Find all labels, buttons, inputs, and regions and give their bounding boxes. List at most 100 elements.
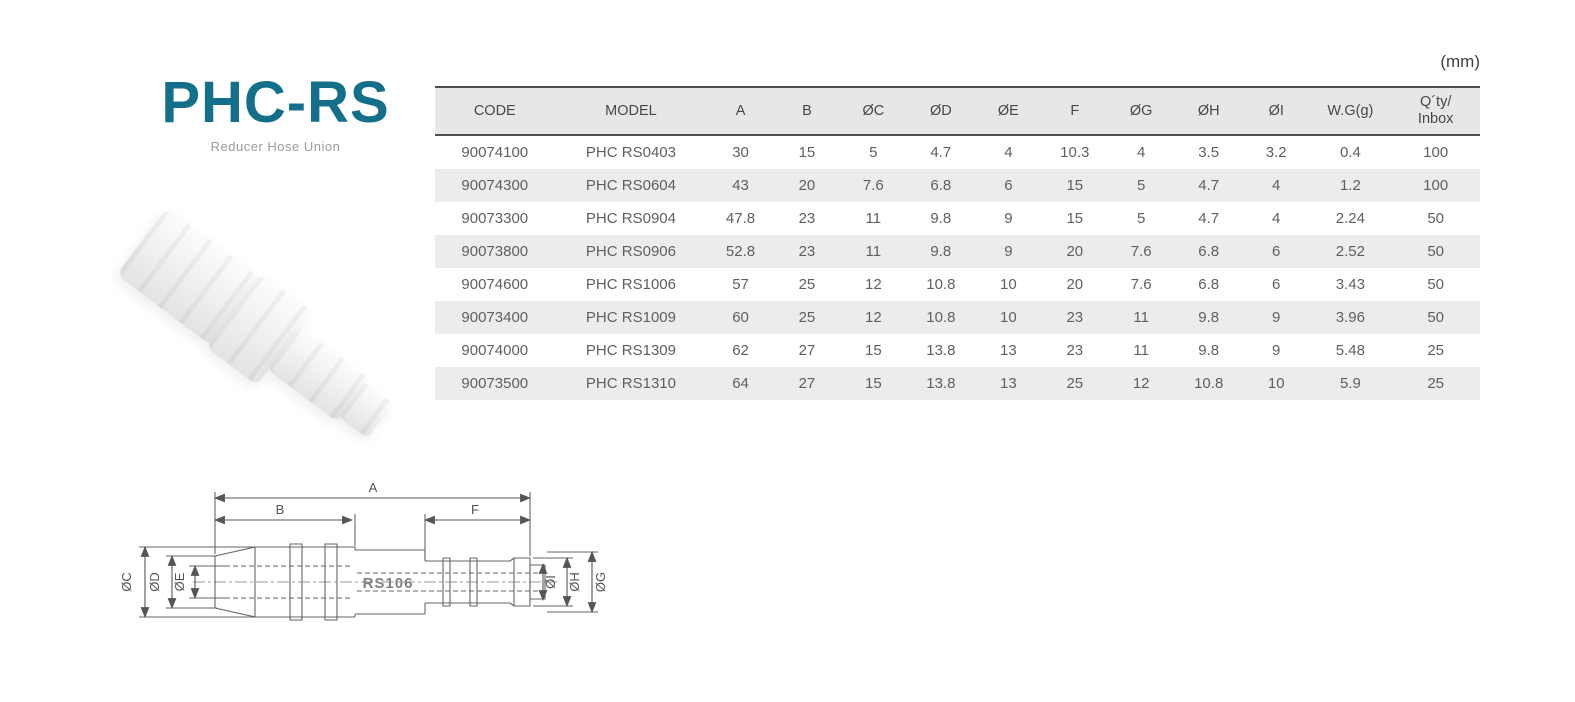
table-cell: 6.8: [930, 177, 952, 194]
column-header-11: W.G(g): [1309, 86, 1392, 136]
part-marking: RS106: [363, 575, 414, 592]
table-cell: 9: [1004, 243, 1013, 260]
table-cell: 90074300: [461, 177, 529, 194]
table-cell: 30: [732, 144, 749, 161]
table-cell: 90073400: [461, 309, 529, 326]
table-cell: 10: [1267, 375, 1285, 392]
dim-label-g: ØG: [593, 572, 608, 592]
table-cell: 57: [732, 276, 749, 293]
table-cell: 11: [865, 210, 882, 227]
table-cell: 11: [1133, 309, 1149, 326]
table-cell: 50: [1427, 276, 1445, 293]
table-cell: 4: [1272, 210, 1281, 227]
table-cell: 5: [1137, 210, 1146, 227]
table-cell: 13: [1000, 375, 1017, 392]
table-cell: 10: [1000, 276, 1017, 293]
table-cell: 23: [798, 210, 816, 227]
table-cell: 23: [1066, 309, 1084, 326]
table-cell: 90073500: [461, 375, 529, 392]
table-cell: 25: [798, 276, 816, 293]
table-cell: 6.8: [1198, 276, 1220, 293]
table-cell: 4: [1272, 177, 1281, 194]
table-cell: 4.7: [1198, 177, 1220, 194]
table-row: 90074000 PHC RS1309 62 27 15 13.8 13 23 11 9.8 9 5.…: [435, 334, 1480, 367]
product-series-title: PHC-RS: [161, 70, 390, 135]
dim-label-e: ØE: [172, 572, 187, 591]
table-cell: 15: [1066, 177, 1084, 194]
table-cell: 6: [1272, 276, 1281, 293]
column-header-1: MODEL: [554, 86, 708, 136]
spec-table: CODE MODEL A B ØC ØD ØE F ØG ØH ØI W.G(g) Q´ty/ Inbo…: [435, 86, 1480, 400]
table-cell: 5.48: [1335, 342, 1365, 359]
table-cell: 5: [869, 144, 878, 161]
table-cell: 10.3: [1060, 144, 1090, 161]
table-cell: 0.4: [1339, 144, 1361, 161]
table-cell: 90073300: [461, 210, 529, 227]
table-cell: 12: [865, 309, 882, 326]
column-header-12: Q´ty/ Inbox: [1391, 86, 1480, 136]
table-cell: 50: [1427, 309, 1445, 326]
table-cell: 5: [1137, 177, 1146, 194]
table-cell: 11: [865, 243, 882, 260]
table-row: 90074600 PHC RS1006 57 25 12 10.8 10 20 7.6 6.8 6 3…: [435, 268, 1480, 301]
table-cell: 15: [1066, 210, 1084, 227]
product-name-subtitle: Reducer Hose Union: [210, 139, 341, 154]
table-cell: 15: [865, 375, 882, 392]
table-cell: 4.7: [930, 144, 952, 161]
table-cell: 3.43: [1335, 276, 1365, 293]
table-cell: 4: [1137, 144, 1146, 161]
table-cell: 6: [1004, 177, 1013, 194]
technical-diagram: A B F ØC ØD ØE ØI ØH ØG RS106: [119, 480, 608, 662]
column-header-2: A: [707, 86, 774, 136]
table-cell: 47.8: [725, 210, 756, 227]
table-cell: 9: [1004, 210, 1013, 227]
dim-label-i: ØI: [543, 575, 558, 589]
table-cell: 13.8: [926, 375, 956, 392]
table-cell: 3.5: [1198, 144, 1220, 161]
table-cell: 11: [1133, 342, 1149, 359]
table-cell: 25: [1066, 375, 1084, 392]
table-cell: 13: [1000, 342, 1017, 359]
table-cell: 15: [798, 144, 816, 161]
column-header-0: CODE: [435, 86, 555, 136]
table-cell: 10.8: [926, 309, 956, 326]
unit-label: (mm): [1440, 52, 1480, 71]
column-header-7: F: [1041, 86, 1108, 136]
table-cell: 100: [1423, 177, 1449, 194]
table-cell: 25: [1427, 342, 1445, 359]
column-header-3: B: [773, 86, 841, 136]
table-cell: 50: [1427, 210, 1445, 227]
table-cell: 90074000: [461, 342, 529, 359]
title-block: PHC-RS Reducer Hose Union: [118, 70, 433, 155]
table-cell: PHC RS1009: [585, 309, 676, 326]
table-cell: PHC RS0403: [585, 144, 676, 161]
dim-label-h: ØH: [567, 572, 582, 592]
product-photo-fitting: [113, 204, 407, 457]
table-cell: 7.6: [1130, 243, 1152, 260]
column-header-4: ØC: [840, 86, 907, 136]
table-cell: 9: [1272, 309, 1281, 326]
table-row: 90073800 PHC RS0906 52.8 23 11 9.8 9 20 7.6 6.8 6 2…: [435, 235, 1480, 268]
table-cell: 12: [865, 276, 882, 293]
table-cell: 27: [798, 342, 816, 359]
table-cell: 100: [1423, 144, 1449, 161]
table-row: 90074300 PHC RS0604 43 20 7.6 6.8 6 15 5 4.7 4 1.2 1…: [435, 169, 1480, 202]
table-cell: 1.2: [1339, 177, 1361, 194]
table-cell: 6.8: [1198, 243, 1220, 260]
table-cell: 64: [732, 375, 749, 392]
table-cell: 15: [865, 342, 882, 359]
spec-table-header-row: CODE MODEL A B ØC ØD ØE F ØG ØH ØI W.G(g) Q´ty/ Inbo…: [435, 86, 1480, 136]
column-header-9: ØH: [1174, 86, 1244, 136]
table-cell: 60: [732, 309, 749, 326]
table-cell: 5.9: [1339, 375, 1361, 392]
table-cell: 3.96: [1335, 309, 1365, 326]
table-cell: 10.8: [926, 276, 956, 293]
table-row: 90074100 PHC RS0403 30 15 5 4.7 4 10.3 4 3.5 3.2 0.…: [435, 135, 1480, 169]
table-cell: 9.8: [1198, 309, 1220, 326]
table-cell: 62: [732, 342, 749, 359]
table-row: 90073500 PHC RS1310 64 27 15 13.8 13 25 12 10.8 10…: [435, 367, 1480, 400]
table-cell: 52.8: [725, 243, 756, 260]
table-cell: 12: [1132, 375, 1150, 392]
table-cell: 4: [1004, 144, 1013, 161]
table-cell: 9.8: [930, 243, 952, 260]
